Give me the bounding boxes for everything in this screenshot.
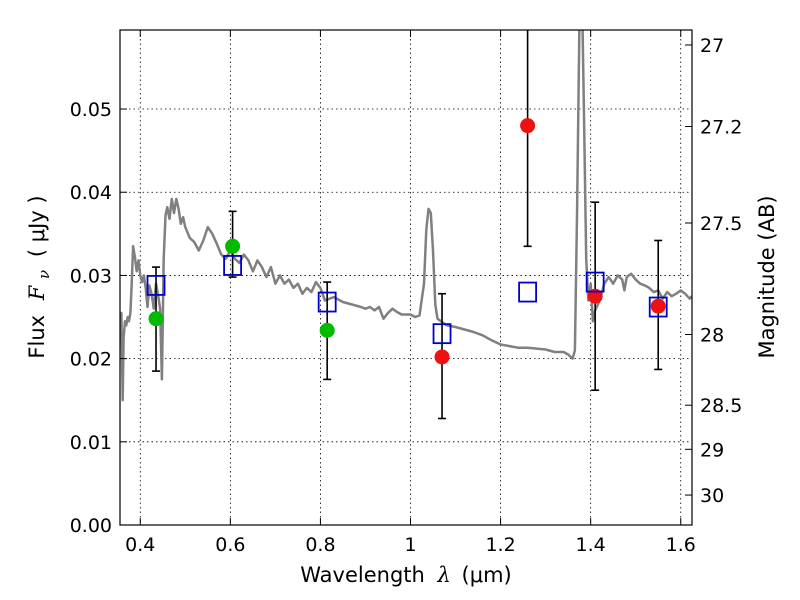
y-tick-label: 0.00 xyxy=(70,515,112,537)
y-tick-label: 0.03 xyxy=(70,265,112,287)
y-tick-label: 0.04 xyxy=(70,182,112,204)
model-photometry-square xyxy=(648,296,668,318)
y2-tick-label: 28 xyxy=(700,324,724,346)
y-tick-label: 0.02 xyxy=(70,349,112,371)
y2-tick-label: 29 xyxy=(700,439,724,461)
model-photometry-square xyxy=(585,271,605,293)
green-detections-point xyxy=(319,322,335,338)
red-detections-point xyxy=(434,349,450,365)
grid-lines xyxy=(120,30,692,526)
model-photometry-square xyxy=(432,323,452,345)
x-tick-label: 1.2 xyxy=(485,534,515,556)
x-tick-label: 1 xyxy=(404,534,416,556)
y2-tick-label: 28.5 xyxy=(700,395,742,417)
x-axis-title: Wavelength λ (μm) xyxy=(300,563,511,587)
error-bar xyxy=(523,30,532,248)
green-detections-point xyxy=(225,238,241,254)
x-tick-label: 0.6 xyxy=(215,534,245,556)
y2-tick-label: 27.2 xyxy=(700,117,742,139)
y2-tick-label: 27 xyxy=(700,35,724,57)
model-spectrum-line xyxy=(120,30,692,402)
red-detections-point xyxy=(650,298,666,314)
plot-frame xyxy=(119,29,693,526)
x-tick-label: 0.8 xyxy=(305,534,335,556)
green-detections-point xyxy=(148,311,164,327)
plot-series xyxy=(120,30,692,420)
x-tick-label: 0.4 xyxy=(125,534,155,556)
y2-tick-label: 27.5 xyxy=(700,213,742,235)
model-photometry-square xyxy=(518,281,538,303)
model-photometry-square xyxy=(223,255,242,276)
axis-ticks: 0.4 0.6 0.8 1 1.2 1.4 1.6 0.00 0.01 0.02 0.03 0.04 0… xyxy=(70,30,742,556)
y-tick-label: 0.05 xyxy=(70,99,112,121)
clipped-series xyxy=(120,30,692,420)
y-axis-title: Flux F ν ( μJy ) xyxy=(25,195,54,358)
model-photometry-square xyxy=(317,291,337,313)
x-tick-label: 1.4 xyxy=(576,534,606,556)
red-detections-point xyxy=(520,118,536,134)
y2-tick-label: 30 xyxy=(700,485,724,507)
x-tick-label: 1.6 xyxy=(666,534,696,556)
model-photometry-square xyxy=(146,275,166,296)
y-tick-label: 0.01 xyxy=(70,432,112,454)
y2-axis-title: Magnitude (AB) xyxy=(755,195,779,358)
